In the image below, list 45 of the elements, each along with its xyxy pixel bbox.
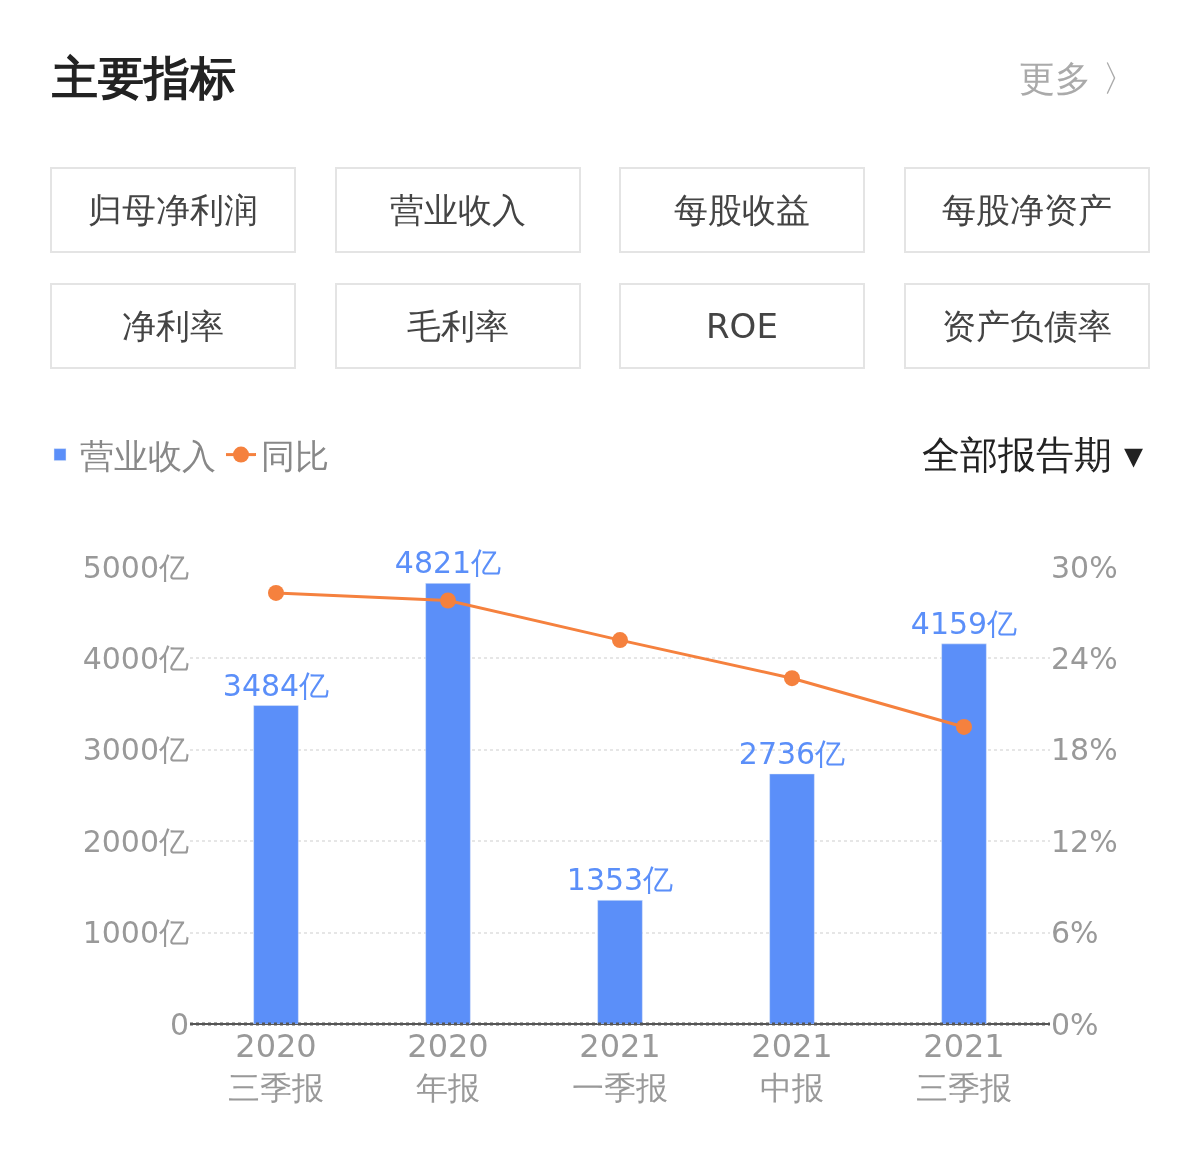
y2-tick-label: 30% (1051, 549, 1118, 585)
text: 净利率 (122, 306, 224, 346)
point (440, 592, 456, 609)
data-label: 2736亿 (738, 735, 846, 771)
y-tick-label: 5000亿 (82, 549, 189, 585)
text: 归母净利润 (88, 190, 258, 230)
data-label: 4159亿 (910, 605, 1018, 641)
y2-tick-label: 24% (1051, 640, 1118, 676)
x-tick-label: 2021 三季报 (916, 1027, 1012, 1107)
text: 毛利率 (407, 306, 509, 346)
legend-label: 同比 (261, 435, 329, 476)
point (612, 632, 628, 649)
y-tick-label: 2000亿 (82, 823, 189, 859)
bar (253, 705, 299, 1024)
point (268, 584, 284, 601)
x-tick-label: 2021 一季报 (572, 1027, 668, 1107)
x-tick-label: 2020 年报 (407, 1027, 489, 1107)
text: 全部报告期 ▾ (922, 433, 1144, 477)
bar (769, 773, 815, 1024)
text: 更多 〉 (1019, 58, 1139, 99)
legend-label: 营业收入 (80, 435, 216, 476)
data-label: 4821亿 (394, 545, 502, 581)
text: 每股净资产 (942, 190, 1112, 230)
y2-tick-label: 18% (1051, 732, 1118, 768)
data-label: 1353亿 (566, 862, 674, 898)
y2-tick-label: 6% (1051, 915, 1099, 951)
chart-title: 主要指标 (52, 51, 236, 106)
bar (425, 583, 471, 1024)
bar (941, 643, 987, 1024)
y-tick-label: 4000亿 (82, 640, 189, 676)
data-label: 3484亿 (222, 667, 330, 703)
y-tick-label: 0 (169, 1006, 189, 1042)
text: 每股收益 (674, 190, 810, 230)
y2-tick-label: 12% (1051, 823, 1118, 859)
point (784, 670, 800, 687)
x-tick-label: 2021 中报 (751, 1027, 833, 1107)
y-tick-label: 1000亿 (82, 915, 189, 951)
y-tick-label: 3000亿 (82, 732, 189, 768)
bar (597, 900, 643, 1024)
point (956, 718, 972, 735)
text: 资产负债率 (942, 306, 1112, 346)
text: ROE (706, 306, 778, 346)
y2-tick-label: 0% (1051, 1006, 1099, 1042)
text: 营业收入 (390, 190, 526, 230)
x-tick-label: 2020 三季报 (228, 1027, 324, 1107)
